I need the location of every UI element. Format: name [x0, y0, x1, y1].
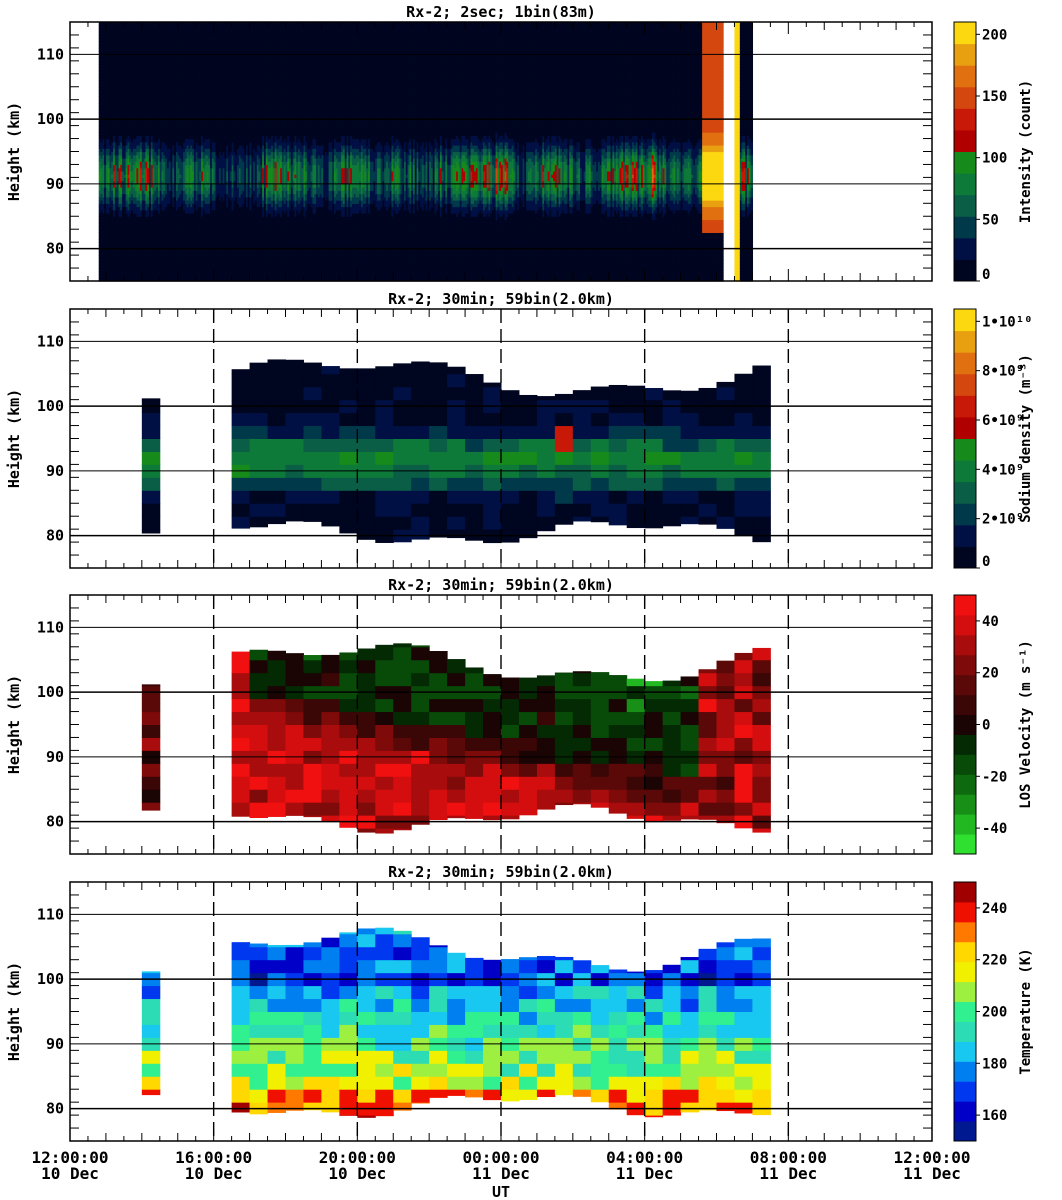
heatmap-cells	[99, 22, 753, 282]
